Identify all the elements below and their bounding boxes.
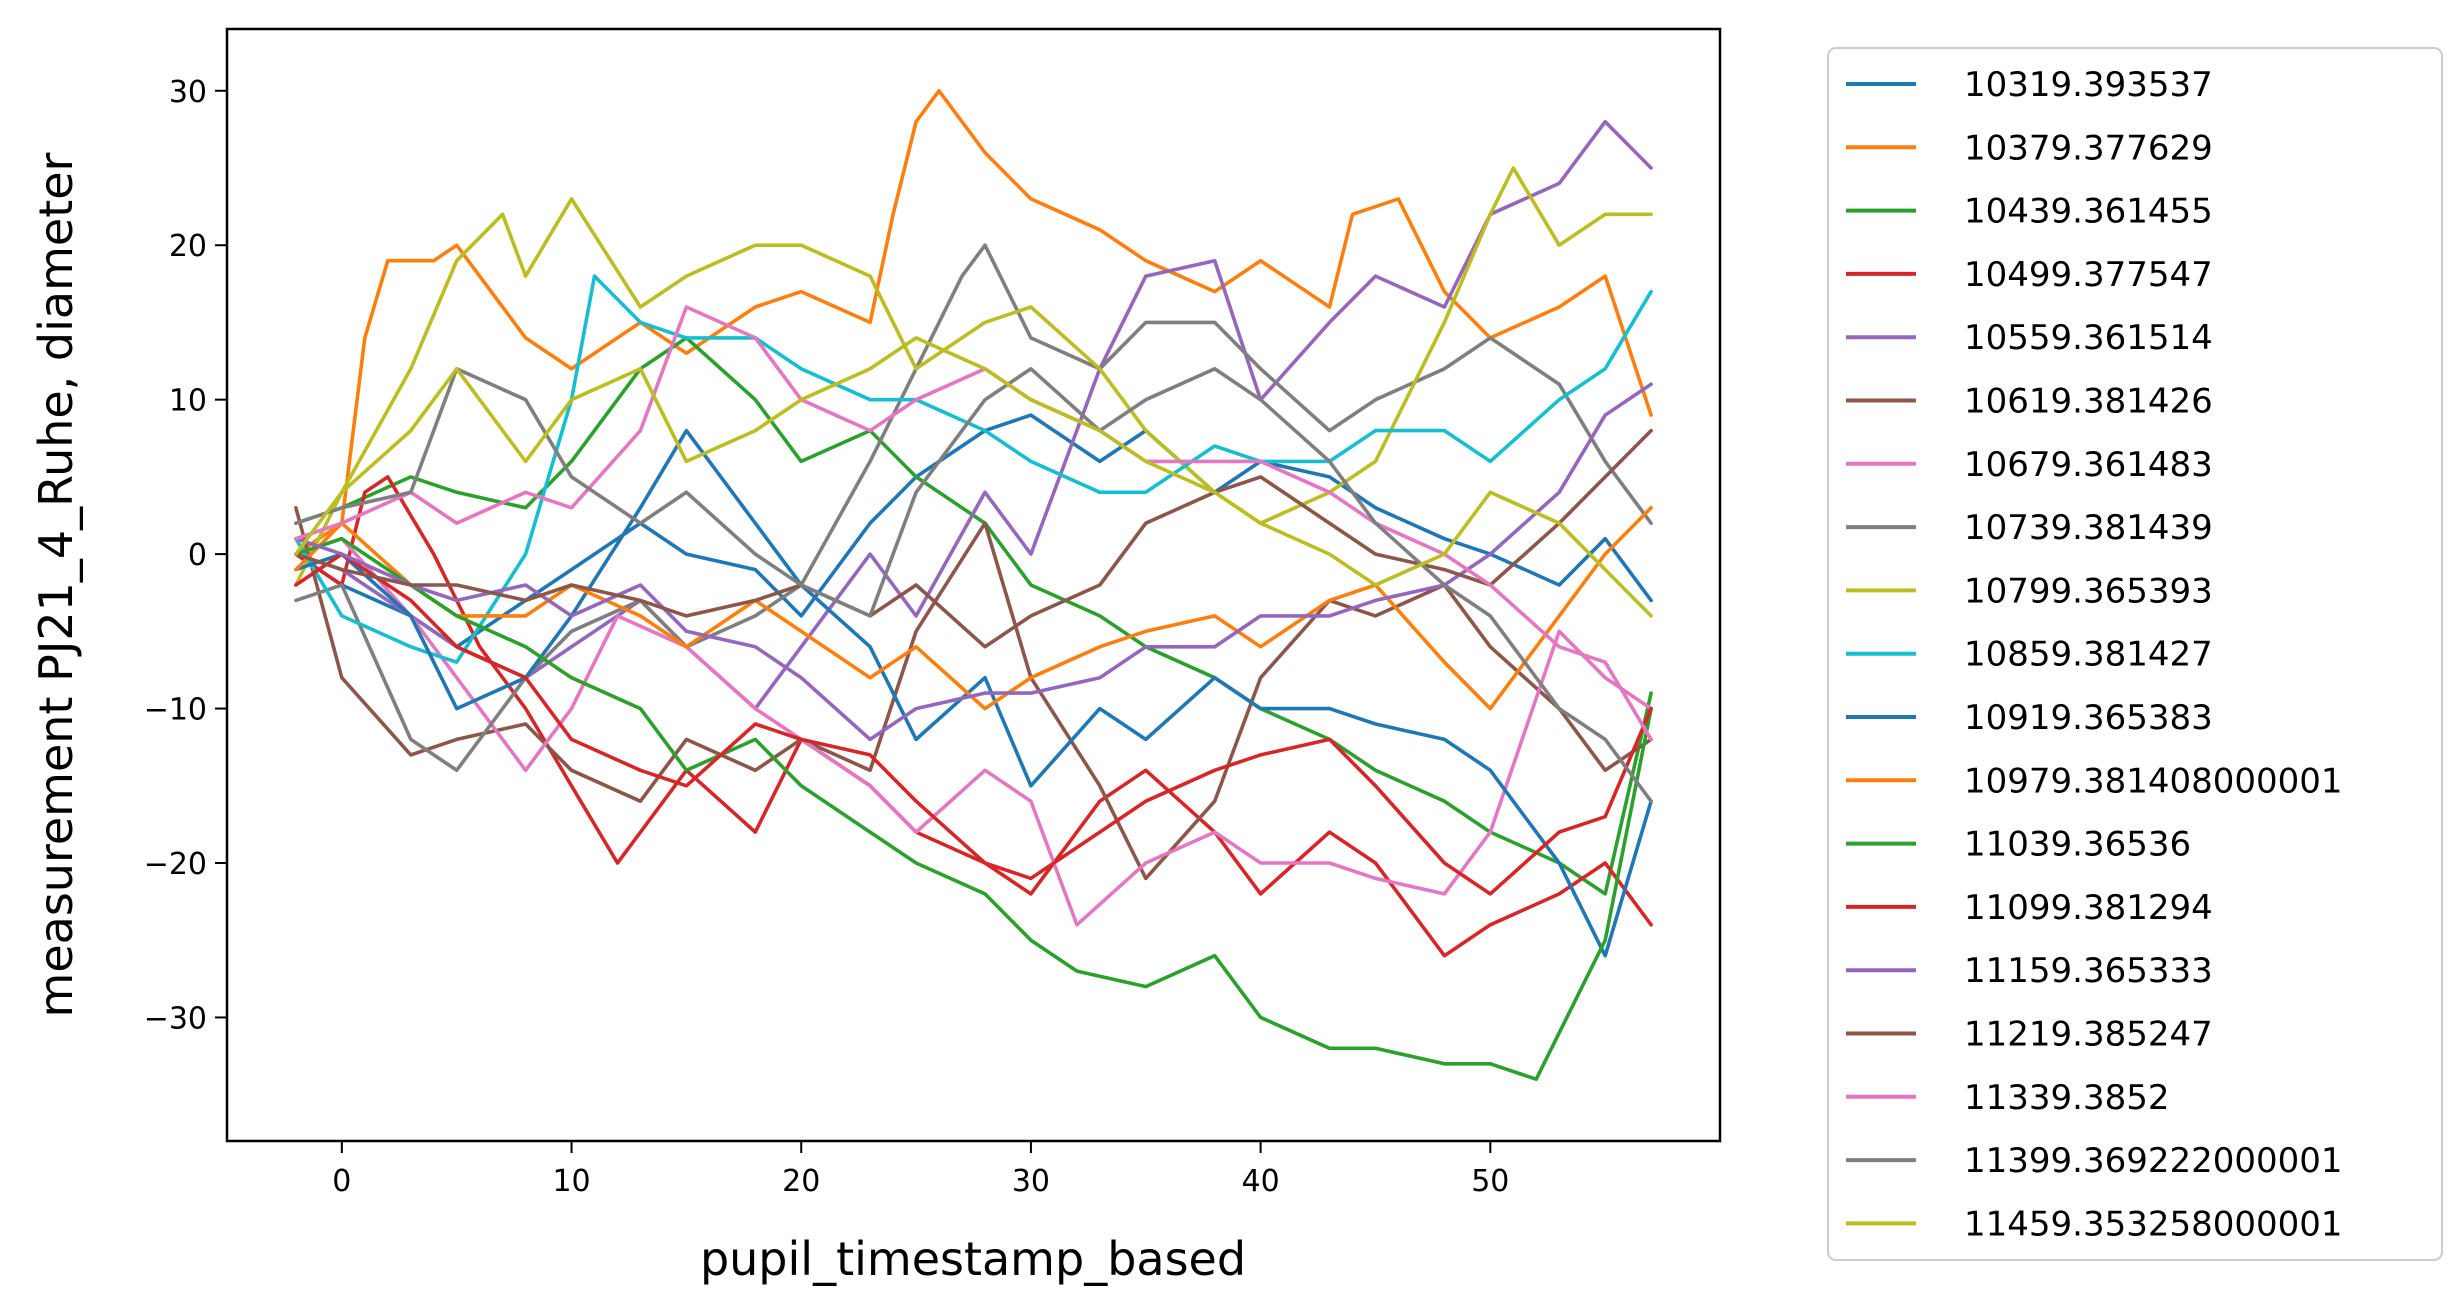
y-tick-label: −10	[144, 693, 207, 728]
y-tick-label: 0	[188, 538, 207, 573]
series-lines	[294, 89, 1653, 1081]
series-line-9	[294, 166, 1653, 587]
legend-label: 10919.365383	[1964, 698, 2213, 738]
y-tick-label: −20	[144, 847, 207, 882]
x-tick-label: 30	[1012, 1164, 1050, 1199]
legend-label: 10439.361455	[1964, 192, 2213, 232]
legend-label: 10739.381439	[1964, 508, 2213, 548]
legend-label: 10499.377547	[1964, 255, 2213, 295]
legend-label: 10679.361483	[1964, 445, 2213, 485]
legend-label: 11039.36536	[1964, 825, 2191, 865]
x-axis-title: pupil_timestamp_based	[700, 1232, 1246, 1286]
x-tick-label: 40	[1242, 1164, 1280, 1199]
legend-label: 10619.381426	[1964, 382, 2213, 422]
legend-label: 11159.365333	[1964, 951, 2213, 991]
legend-label: 11099.381294	[1964, 888, 2213, 928]
series-line-12	[294, 505, 1653, 711]
legend-label: 11339.3852	[1964, 1078, 2170, 1118]
legend-label: 10979.381408000001	[1964, 761, 2343, 801]
series-line-2	[294, 89, 1653, 556]
legend-label: 11399.369222000001	[1964, 1141, 2343, 1181]
series-line-19	[294, 336, 1653, 618]
legend-label: 11219.385247	[1964, 1015, 2213, 1055]
y-axis-ticks: −30 −20 −10 0 10 20 30	[144, 75, 227, 1036]
y-tick-label: 20	[169, 229, 207, 264]
y-tick-label: 10	[169, 384, 207, 419]
x-axis-ticks: 0 10 20 30 40 50	[332, 1141, 1509, 1199]
legend-label: 10799.365393	[1964, 571, 2213, 611]
series-line-18	[294, 366, 1653, 804]
legend-label: 10319.393537	[1964, 65, 2213, 105]
series-line-10	[294, 274, 1653, 665]
plot-frame	[225, 27, 1722, 1143]
legend-label: 10379.377629	[1964, 128, 2213, 168]
legend-frame	[1827, 47, 2443, 1261]
x-tick-label: 20	[782, 1164, 820, 1199]
legend: 10319.393537 10379.377629 10439.361455 1049…	[1827, 47, 2443, 1261]
y-axis-title: measurement PJ21_4_Ruhe, diameter	[29, 152, 83, 1017]
x-tick-label: 10	[552, 1164, 590, 1199]
legend-label: 10859.381427	[1964, 635, 2213, 675]
series-line-13	[294, 536, 1653, 1081]
x-tick-label: 0	[332, 1164, 351, 1199]
x-tick-label: 50	[1471, 1164, 1509, 1199]
legend-label: 10559.361514	[1964, 318, 2213, 358]
y-tick-label: −30	[144, 1001, 207, 1036]
legend-label: 11459.353258000001	[1964, 1204, 2343, 1244]
series-line-16	[294, 428, 1653, 649]
series-line-7	[294, 536, 1653, 927]
series-line-14	[294, 552, 1653, 896]
y-tick-label: 30	[169, 75, 207, 110]
